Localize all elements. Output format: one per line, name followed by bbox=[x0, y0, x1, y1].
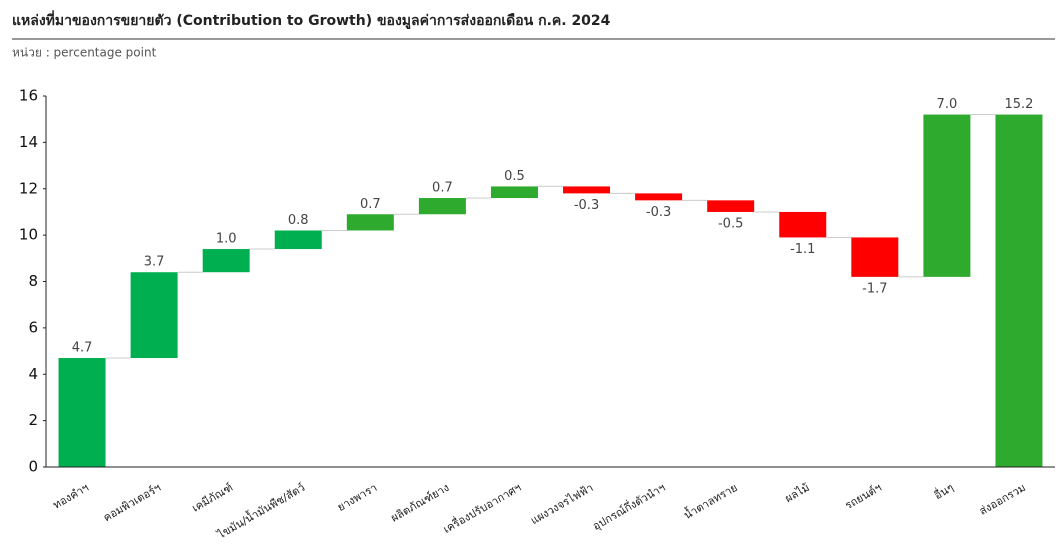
y-tick-label: 8 bbox=[28, 272, 38, 290]
x-tick-label: ส่งออกรวม bbox=[977, 481, 1028, 518]
x-tick-label: เคมีภัณฑ์ bbox=[190, 481, 235, 515]
value-label: -0.3 bbox=[574, 198, 599, 213]
y-tick-label: 0 bbox=[28, 458, 38, 476]
bar bbox=[851, 237, 899, 277]
bar bbox=[563, 186, 611, 194]
y-tick-label: 2 bbox=[28, 411, 38, 429]
x-tick-label: ผลไม้ bbox=[783, 481, 812, 505]
value-label: 0.7 bbox=[360, 197, 381, 212]
y-tick-label: 10 bbox=[19, 226, 38, 244]
x-tick-label: น้ำตาลทราย bbox=[681, 479, 740, 522]
y-tick-label: 6 bbox=[28, 318, 38, 336]
bar bbox=[130, 272, 178, 359]
x-tick-label: ยางพารา bbox=[335, 481, 379, 514]
bar bbox=[635, 193, 683, 201]
value-label: 0.5 bbox=[504, 169, 525, 184]
value-label: 7.0 bbox=[937, 97, 958, 112]
bar bbox=[779, 211, 827, 238]
bar bbox=[923, 114, 971, 277]
value-label: 3.7 bbox=[144, 255, 165, 270]
x-tick-label: แผงวงจรไฟฟ้า bbox=[528, 481, 595, 527]
value-label: -1.7 bbox=[862, 281, 887, 296]
x-tick-label: อุปกรณ์กึ่งตัวนำฯ bbox=[589, 479, 667, 533]
value-label: 1.0 bbox=[216, 232, 237, 247]
bar bbox=[274, 230, 322, 250]
bar bbox=[58, 358, 106, 467]
bar bbox=[418, 198, 466, 215]
bar bbox=[346, 214, 394, 231]
x-tick-label: อื่นๆ bbox=[931, 479, 956, 502]
x-tick-label: ผลิตภัณฑ์ยาง bbox=[389, 481, 452, 525]
value-label: 0.8 bbox=[288, 213, 309, 228]
x-tick-label: คอมพิวเตอร์ฯ bbox=[101, 481, 163, 524]
value-label: 15.2 bbox=[1004, 97, 1033, 112]
bar bbox=[490, 186, 538, 199]
x-tick-label: เครื่องปรับอากาศฯ bbox=[440, 479, 523, 536]
value-label: -1.1 bbox=[790, 242, 815, 257]
value-label: 4.7 bbox=[72, 341, 93, 356]
chart-title: แหล่งที่มาของการขยายตัว (Contribution to… bbox=[12, 10, 611, 29]
y-tick-label: 12 bbox=[19, 179, 38, 197]
bar bbox=[202, 249, 250, 273]
y-tick-label: 16 bbox=[19, 87, 38, 105]
x-tick-label: รถยนต์ฯ bbox=[843, 481, 884, 512]
value-label: 0.7 bbox=[432, 181, 453, 196]
y-tick-label: 4 bbox=[28, 365, 38, 383]
y-tick-label: 14 bbox=[19, 133, 38, 151]
x-tick-label: ทองคำฯ bbox=[51, 481, 91, 512]
bar bbox=[995, 114, 1043, 468]
value-label: -0.5 bbox=[718, 216, 743, 231]
bar bbox=[707, 200, 755, 212]
value-label: -0.3 bbox=[646, 205, 671, 220]
chart-subtitle: หน่วย : percentage point bbox=[12, 46, 157, 60]
